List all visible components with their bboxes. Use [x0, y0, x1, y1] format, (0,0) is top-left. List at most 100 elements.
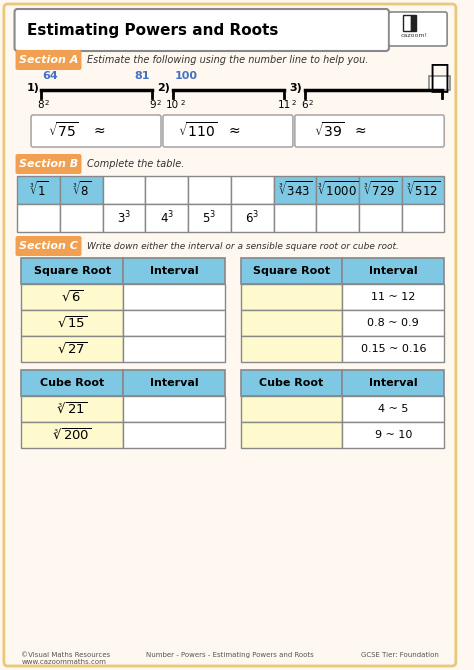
- Bar: [21, 258, 123, 284]
- Text: 2: 2: [181, 100, 185, 106]
- Text: ≈: ≈: [355, 124, 366, 138]
- Bar: [240, 284, 342, 310]
- FancyBboxPatch shape: [16, 154, 82, 174]
- Text: $\sqrt{110}$: $\sqrt{110}$: [178, 121, 218, 141]
- Bar: [240, 370, 342, 396]
- Text: 4 ~ 5: 4 ~ 5: [378, 404, 409, 414]
- Text: $\sqrt{6}$: $\sqrt{6}$: [61, 289, 83, 305]
- Text: ©Visual Maths Resources
www.cazoommaths.com: ©Visual Maths Resources www.cazoommaths.…: [21, 652, 110, 665]
- Text: $5^3$: $5^3$: [202, 210, 217, 226]
- Bar: [342, 370, 444, 396]
- Text: $\sqrt[3]{21}$: $\sqrt[3]{21}$: [57, 401, 88, 417]
- Bar: [123, 258, 225, 284]
- Bar: [411, 15, 416, 31]
- Bar: [21, 396, 123, 422]
- FancyBboxPatch shape: [389, 12, 447, 46]
- Text: Square Root: Square Root: [34, 266, 111, 276]
- Text: $3^3$: $3^3$: [117, 210, 131, 226]
- Bar: [18, 176, 60, 204]
- Bar: [240, 336, 342, 362]
- Bar: [60, 204, 103, 232]
- Text: 2: 2: [292, 100, 296, 106]
- Bar: [231, 176, 273, 204]
- Text: Cube Root: Cube Root: [40, 378, 104, 388]
- Text: $\sqrt{39}$: $\sqrt{39}$: [314, 121, 345, 141]
- Text: ≈: ≈: [229, 124, 240, 138]
- Text: $\sqrt{75}$: $\sqrt{75}$: [48, 121, 80, 141]
- Bar: [146, 204, 188, 232]
- Text: 8: 8: [37, 100, 44, 110]
- Bar: [401, 176, 444, 204]
- Text: 2): 2): [157, 83, 170, 93]
- FancyBboxPatch shape: [295, 115, 444, 147]
- Bar: [123, 422, 225, 448]
- Text: $4^3$: $4^3$: [160, 210, 174, 226]
- Text: $\sqrt[3]{729}$: $\sqrt[3]{729}$: [363, 181, 397, 200]
- Bar: [342, 422, 444, 448]
- Text: cazoom!: cazoom!: [401, 33, 428, 38]
- Text: 👤: 👤: [429, 60, 449, 93]
- Bar: [240, 258, 342, 284]
- Text: 2: 2: [156, 100, 161, 106]
- Text: $\sqrt{15}$: $\sqrt{15}$: [57, 316, 88, 330]
- Bar: [21, 370, 123, 396]
- FancyBboxPatch shape: [163, 115, 293, 147]
- Text: $\sqrt[3]{512}$: $\sqrt[3]{512}$: [406, 181, 440, 200]
- Bar: [21, 422, 123, 448]
- Text: 0.15 ~ 0.16: 0.15 ~ 0.16: [361, 344, 426, 354]
- Bar: [273, 204, 316, 232]
- Bar: [123, 336, 225, 362]
- Text: Complete the table.: Complete the table.: [87, 159, 185, 169]
- Text: $\sqrt[3]{8}$: $\sqrt[3]{8}$: [72, 181, 91, 200]
- Bar: [21, 336, 123, 362]
- Text: $\sqrt[3]{1}$: $\sqrt[3]{1}$: [29, 181, 48, 200]
- FancyBboxPatch shape: [31, 115, 161, 147]
- Bar: [18, 204, 60, 232]
- Bar: [342, 258, 444, 284]
- Text: 64: 64: [43, 71, 58, 81]
- Text: Estimating Powers and Roots: Estimating Powers and Roots: [27, 23, 279, 38]
- Text: Square Root: Square Root: [253, 266, 330, 276]
- Text: Cube Root: Cube Root: [259, 378, 324, 388]
- Text: Section C: Section C: [19, 241, 78, 251]
- Bar: [342, 336, 444, 362]
- Text: Number - Powers - Estimating Powers and Roots: Number - Powers - Estimating Powers and …: [146, 652, 314, 658]
- Bar: [231, 204, 273, 232]
- Text: Interval: Interval: [369, 266, 418, 276]
- Text: ≈: ≈: [93, 124, 105, 138]
- Bar: [428, 76, 450, 90]
- Bar: [342, 396, 444, 422]
- Bar: [60, 176, 103, 204]
- FancyBboxPatch shape: [4, 4, 456, 666]
- Bar: [123, 284, 225, 310]
- Text: 9 ~ 10: 9 ~ 10: [374, 430, 412, 440]
- Bar: [21, 284, 123, 310]
- Bar: [188, 204, 231, 232]
- Bar: [103, 176, 146, 204]
- FancyBboxPatch shape: [15, 9, 389, 51]
- Text: 11: 11: [278, 100, 291, 110]
- Text: 100: 100: [174, 71, 198, 81]
- Bar: [316, 176, 359, 204]
- Bar: [359, 176, 401, 204]
- Bar: [240, 396, 342, 422]
- Text: Interval: Interval: [150, 378, 199, 388]
- Bar: [240, 310, 342, 336]
- Text: $6^3$: $6^3$: [245, 210, 259, 226]
- Bar: [21, 310, 123, 336]
- Text: 6: 6: [301, 100, 308, 110]
- Text: Interval: Interval: [369, 378, 418, 388]
- Text: $\sqrt{27}$: $\sqrt{27}$: [57, 342, 88, 356]
- Bar: [342, 284, 444, 310]
- Bar: [188, 176, 231, 204]
- Text: 1): 1): [27, 83, 40, 93]
- Bar: [123, 310, 225, 336]
- FancyBboxPatch shape: [16, 236, 82, 256]
- Bar: [146, 176, 188, 204]
- Bar: [403, 15, 411, 31]
- Text: 3): 3): [289, 83, 302, 93]
- Bar: [359, 204, 401, 232]
- Text: 10: 10: [166, 100, 179, 110]
- Text: $\sqrt[3]{1000}$: $\sqrt[3]{1000}$: [317, 181, 358, 200]
- Bar: [103, 204, 146, 232]
